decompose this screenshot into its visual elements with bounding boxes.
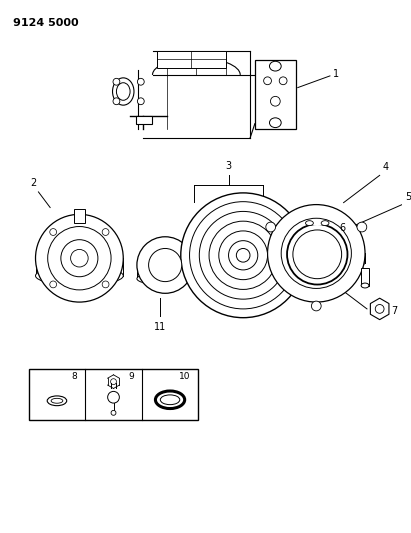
Ellipse shape	[321, 221, 329, 225]
Text: 9124 5000: 9124 5000	[13, 18, 79, 28]
Ellipse shape	[111, 379, 116, 385]
Ellipse shape	[312, 301, 321, 311]
Ellipse shape	[209, 221, 277, 289]
Ellipse shape	[71, 249, 88, 267]
Ellipse shape	[61, 240, 98, 277]
Ellipse shape	[229, 241, 258, 270]
Ellipse shape	[219, 231, 268, 280]
Ellipse shape	[199, 212, 287, 299]
Ellipse shape	[299, 236, 334, 271]
Ellipse shape	[189, 201, 297, 309]
Ellipse shape	[281, 218, 351, 288]
Ellipse shape	[137, 272, 194, 285]
Ellipse shape	[293, 230, 342, 279]
Ellipse shape	[137, 98, 144, 104]
Ellipse shape	[149, 248, 182, 281]
Ellipse shape	[263, 77, 271, 85]
Ellipse shape	[102, 229, 109, 236]
Text: 2: 2	[30, 178, 37, 188]
Text: 8: 8	[72, 372, 77, 381]
Ellipse shape	[357, 222, 367, 232]
Text: 3: 3	[226, 161, 232, 172]
Ellipse shape	[113, 98, 120, 104]
Ellipse shape	[279, 77, 287, 85]
Ellipse shape	[270, 61, 281, 71]
Text: 10: 10	[179, 372, 191, 381]
Ellipse shape	[270, 118, 281, 127]
Ellipse shape	[305, 221, 313, 225]
Bar	[74, 209, 85, 223]
Text: 1: 1	[333, 69, 339, 79]
Text: 11: 11	[154, 321, 166, 332]
Ellipse shape	[375, 304, 384, 313]
Ellipse shape	[137, 78, 144, 85]
Bar	[136, 116, 152, 124]
Ellipse shape	[270, 96, 280, 106]
Text: 9: 9	[128, 372, 134, 381]
Ellipse shape	[35, 266, 123, 286]
Ellipse shape	[47, 396, 67, 406]
Text: 7: 7	[391, 306, 397, 316]
Ellipse shape	[113, 78, 134, 105]
Ellipse shape	[137, 237, 194, 293]
Ellipse shape	[181, 266, 305, 287]
Ellipse shape	[181, 193, 305, 318]
Ellipse shape	[50, 229, 57, 236]
Ellipse shape	[266, 222, 275, 232]
Ellipse shape	[48, 227, 111, 290]
Bar	[157, 51, 226, 68]
Ellipse shape	[155, 391, 185, 409]
Polygon shape	[370, 298, 389, 320]
Bar	[29, 369, 199, 420]
Ellipse shape	[361, 283, 369, 288]
Ellipse shape	[35, 214, 123, 302]
Ellipse shape	[102, 281, 109, 288]
Ellipse shape	[268, 257, 365, 269]
Ellipse shape	[51, 398, 63, 403]
Bar	[361, 268, 369, 286]
Text: 6: 6	[339, 223, 346, 233]
Ellipse shape	[50, 281, 57, 288]
Ellipse shape	[116, 83, 130, 100]
Ellipse shape	[108, 391, 119, 403]
Text: 4: 4	[383, 163, 389, 172]
Ellipse shape	[160, 395, 180, 405]
Ellipse shape	[268, 205, 365, 302]
Text: 5: 5	[405, 192, 411, 201]
Ellipse shape	[236, 248, 250, 262]
Ellipse shape	[111, 410, 116, 415]
Bar	[255, 60, 296, 128]
Ellipse shape	[113, 78, 120, 85]
Ellipse shape	[309, 246, 324, 261]
